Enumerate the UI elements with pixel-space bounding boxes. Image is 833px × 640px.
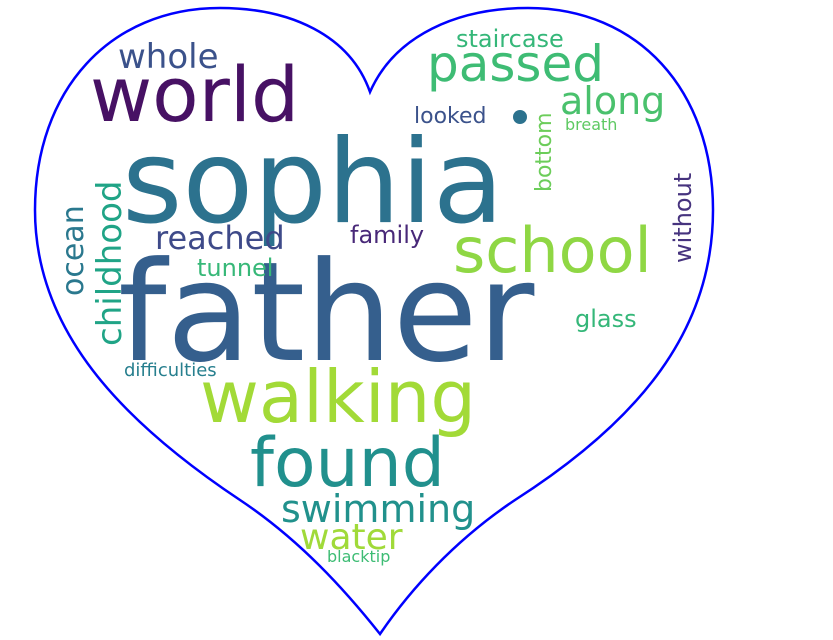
- word-breath: breath: [565, 115, 617, 134]
- word-along: along: [560, 79, 665, 123]
- word-tunnel: tunnel: [197, 254, 273, 282]
- word-passed: passed: [427, 35, 604, 93]
- word-reached: reached: [155, 219, 285, 257]
- word-water: water: [300, 517, 403, 558]
- dot-mark: [513, 110, 527, 124]
- word-found: found: [250, 424, 445, 503]
- heart-outline: [33, 6, 715, 637]
- word-difficulties: difficulties: [124, 360, 217, 381]
- word-without: without: [669, 173, 697, 263]
- word-world: world: [90, 50, 299, 139]
- word-family: family: [350, 221, 424, 249]
- word-father: father: [118, 232, 535, 393]
- word-sophia: sophia: [122, 115, 504, 250]
- word-childhood: childhood: [90, 181, 130, 346]
- word-blacktip: blacktip: [327, 547, 390, 566]
- word-school: school: [453, 214, 652, 287]
- word-swimming: swimming: [281, 487, 475, 531]
- word-looked: looked: [414, 104, 487, 129]
- word-staircase: staircase: [456, 25, 564, 53]
- word-ocean: ocean: [56, 205, 91, 296]
- word-bottom: bottom: [532, 112, 557, 192]
- word-glass: glass: [575, 305, 637, 333]
- word-walking: walking: [200, 355, 476, 439]
- word-whole: whole: [118, 37, 219, 77]
